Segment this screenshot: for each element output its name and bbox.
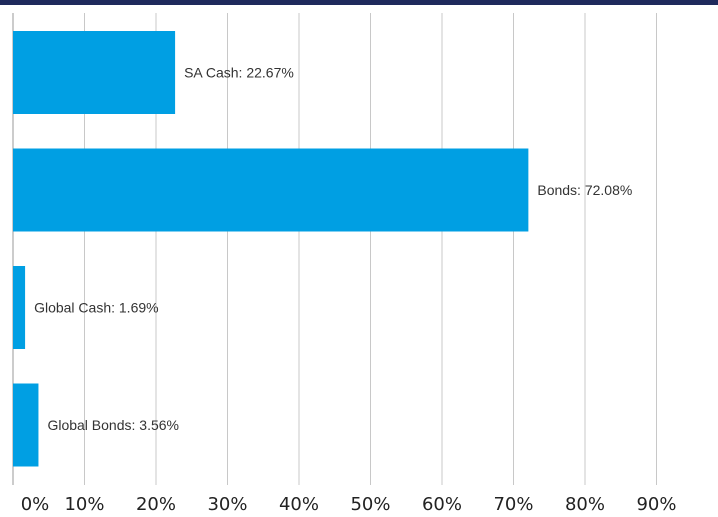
x-tick-label-20: 20% xyxy=(136,494,176,515)
data-label-bonds: Bonds: 72.08% xyxy=(537,182,632,198)
x-tick-label-90: 90% xyxy=(636,494,676,515)
header-bar xyxy=(0,0,718,5)
bar-bonds xyxy=(13,148,529,232)
bar-global-bonds xyxy=(13,383,39,467)
x-tick-label-50: 50% xyxy=(350,494,390,515)
x-tick-label-60: 60% xyxy=(422,494,462,515)
data-label-global-bonds: Global Bonds: 3.56% xyxy=(47,417,179,433)
x-tick-label-30: 30% xyxy=(207,494,247,515)
x-tick-label-70: 70% xyxy=(493,494,533,515)
bars xyxy=(13,31,529,467)
x-tick-label-10: 10% xyxy=(64,494,104,515)
x-axis-ticks: 0% 10% 20% 30% 40% 50% 60% 70% 80% 90% xyxy=(21,494,677,515)
x-tick-label-40: 40% xyxy=(279,494,319,515)
data-label-global-cash: Global Cash: 1.69% xyxy=(34,300,159,316)
x-tick-label-0: 0% xyxy=(21,494,50,515)
bar-labels: SA Cash: 22.67% Bonds: 72.08% Global Cash:… xyxy=(34,65,632,434)
data-label-sa-cash: SA Cash: 22.67% xyxy=(184,65,294,81)
bar-sa-cash xyxy=(13,31,176,114)
x-tick-label-80: 80% xyxy=(565,494,605,515)
bar-global-cash xyxy=(13,266,26,349)
